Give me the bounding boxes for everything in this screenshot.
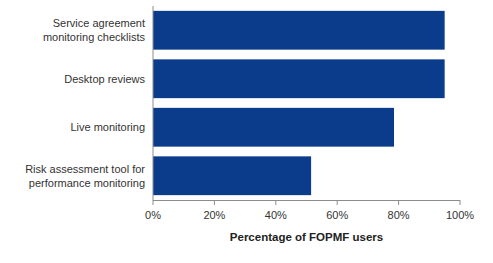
category-label-line: Live monitoring — [70, 121, 145, 133]
bar — [153, 156, 311, 195]
chart: 0% 20% 40% 60% 80% 100% Service agreement monit… — [0, 0, 493, 263]
category-label: Live monitoring — [70, 121, 145, 133]
category-label-line: Desktop reviews — [64, 73, 145, 85]
category-label: Risk assessment tool for performance moni… — [25, 163, 145, 189]
x-tick — [337, 200, 338, 205]
x-tick-label: 20% — [203, 209, 225, 221]
x-tick-label: 80% — [388, 209, 410, 221]
x-tick — [398, 200, 399, 205]
category-label-line: Service agreement — [53, 17, 145, 29]
category-label: Service agreement monitoring checklists — [43, 17, 146, 43]
bars — [153, 11, 445, 195]
bar — [153, 59, 445, 98]
category-label-line: Risk assessment tool for — [25, 163, 145, 175]
bar — [153, 108, 394, 147]
bar — [153, 11, 445, 50]
x-axis-line — [153, 200, 460, 201]
x-tick-label: 60% — [326, 209, 348, 221]
x-tick — [214, 200, 215, 205]
x-tick — [153, 200, 154, 205]
x-tick-label: 0% — [145, 209, 161, 221]
category-label: Desktop reviews — [64, 73, 145, 85]
category-label-line: monitoring checklists — [43, 31, 146, 43]
x-axis-title: Percentage of FOPMF users — [230, 231, 383, 243]
x-tick-label: 100% — [446, 209, 474, 221]
x-tick — [460, 200, 461, 205]
x-tick-label: 40% — [265, 209, 287, 221]
x-tick — [275, 200, 276, 205]
y-axis-line — [153, 6, 154, 200]
category-label-line: performance monitoring — [29, 177, 145, 189]
